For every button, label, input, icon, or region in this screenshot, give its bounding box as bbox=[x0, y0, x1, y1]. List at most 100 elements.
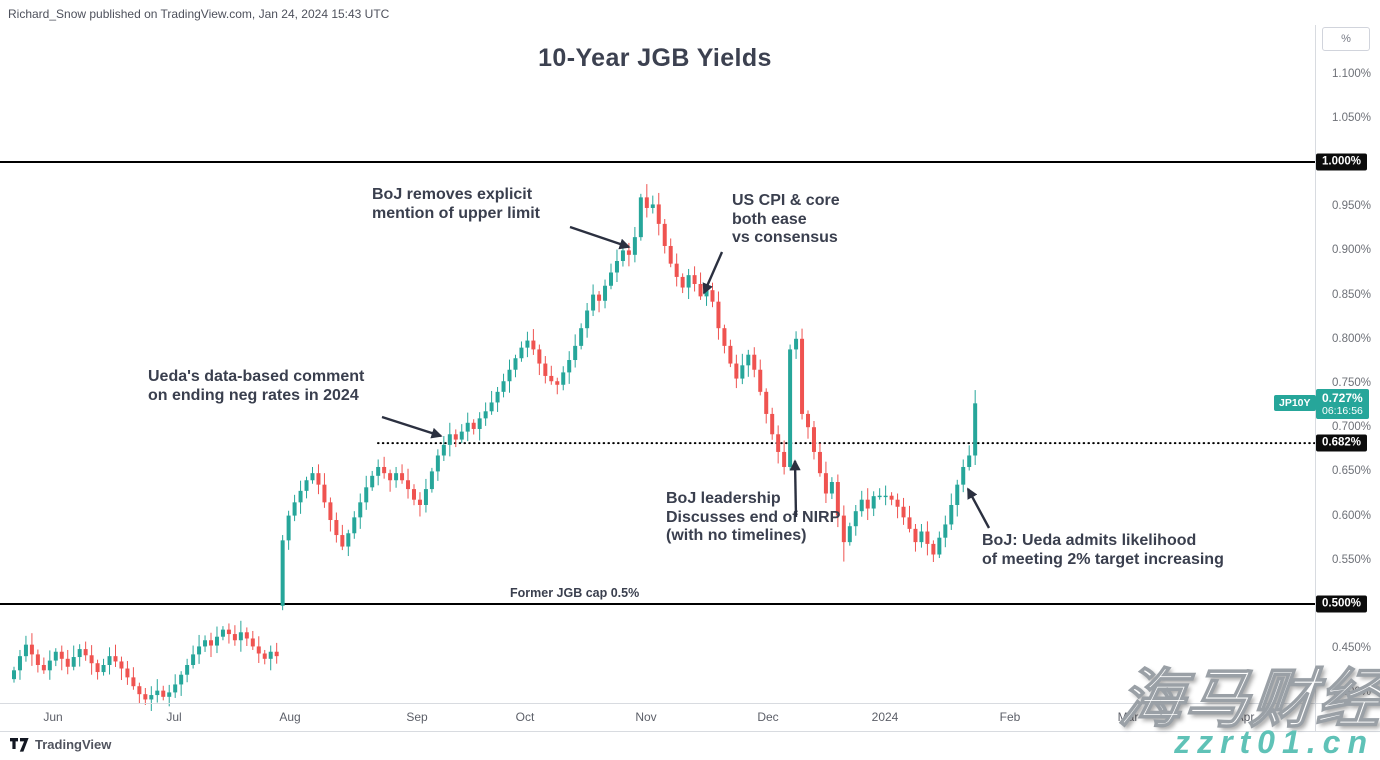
candle bbox=[316, 464, 321, 495]
annotation-us-cpi: US CPI & core both ease vs consensus bbox=[732, 192, 840, 246]
candle bbox=[716, 291, 721, 340]
candle bbox=[340, 524, 345, 551]
y-axis-tick-0.750%[interactable]: 0.750% bbox=[1332, 377, 1372, 389]
x-axis-label-mar[interactable]: Mar bbox=[1117, 710, 1139, 724]
x-axis-label-feb[interactable]: Feb bbox=[999, 710, 1021, 724]
candle bbox=[877, 488, 882, 500]
y-axis-tick-0.550%[interactable]: 0.550% bbox=[1332, 553, 1372, 566]
y-axis-tick-0.800%[interactable]: 0.800% bbox=[1332, 332, 1372, 345]
y-axis-tick-0.950%[interactable]: 0.950% bbox=[1332, 200, 1372, 213]
candle bbox=[71, 645, 76, 671]
candle bbox=[835, 474, 840, 528]
annotation-ueda-2pct: BoJ: Ueda admits likelihood of meeting 2… bbox=[982, 532, 1224, 568]
x-axis-label-dec[interactable]: Dec bbox=[757, 710, 779, 724]
x-axis-label-apr[interactable]: Apr bbox=[1235, 710, 1255, 724]
candle bbox=[507, 359, 512, 393]
candle bbox=[155, 679, 160, 703]
candle bbox=[919, 523, 924, 548]
time-axis-border-top bbox=[0, 703, 1380, 704]
candle bbox=[29, 633, 34, 666]
x-axis-label-sep[interactable]: Sep bbox=[406, 710, 428, 724]
candle bbox=[543, 356, 548, 384]
candle bbox=[513, 354, 518, 378]
candle bbox=[310, 466, 315, 484]
candle bbox=[811, 421, 816, 460]
y-axis-tick-1.100%[interactable]: 1.100% bbox=[1332, 67, 1372, 80]
candle bbox=[334, 512, 339, 543]
candle bbox=[525, 331, 530, 358]
price-badge-1.000%: 1.000% bbox=[1316, 153, 1368, 171]
candle bbox=[865, 488, 870, 521]
candle bbox=[394, 466, 399, 488]
annotation-ueda-comment: Ueda's data-based comment on ending neg … bbox=[148, 368, 365, 404]
candle bbox=[764, 388, 769, 424]
candle bbox=[417, 492, 422, 517]
candle bbox=[579, 323, 584, 350]
candle bbox=[274, 642, 279, 664]
candle bbox=[668, 238, 673, 268]
y-axis-tick-0.850%[interactable]: 0.850% bbox=[1332, 288, 1372, 301]
candle bbox=[65, 649, 70, 675]
x-axis-label-jul[interactable]: Jul bbox=[166, 710, 182, 724]
candle bbox=[495, 386, 500, 412]
x-axis-label-nov[interactable]: Nov bbox=[635, 710, 657, 724]
candle bbox=[262, 649, 267, 665]
candle bbox=[77, 644, 82, 667]
y-axis-tick-0.900%[interactable]: 0.900% bbox=[1332, 244, 1372, 257]
candle bbox=[829, 477, 834, 500]
x-axis-label-aug[interactable]: Aug bbox=[279, 710, 301, 724]
candle bbox=[53, 648, 58, 667]
candle bbox=[937, 531, 942, 559]
candle bbox=[561, 366, 566, 391]
y-axis-tick-0.700%[interactable]: 0.700% bbox=[1332, 421, 1372, 434]
candle bbox=[746, 349, 751, 377]
x-axis-label-jun[interactable]: Jun bbox=[43, 710, 63, 724]
candle bbox=[453, 429, 458, 448]
candle bbox=[758, 359, 763, 396]
candle bbox=[477, 412, 482, 441]
y-axis-tick-0.400%[interactable]: 0.400% bbox=[1332, 686, 1372, 699]
candle bbox=[973, 390, 978, 465]
candle bbox=[567, 351, 572, 384]
x-axis-label-2024[interactable]: 2024 bbox=[871, 710, 899, 724]
candle bbox=[955, 479, 960, 517]
candle bbox=[806, 410, 811, 439]
candle bbox=[406, 468, 411, 499]
candle bbox=[931, 540, 936, 563]
tradingview-footer[interactable]: TradingView bbox=[10, 737, 111, 752]
candle bbox=[280, 535, 285, 611]
candle bbox=[585, 302, 590, 338]
candle bbox=[841, 505, 846, 562]
candle bbox=[185, 658, 190, 683]
candle bbox=[591, 284, 596, 317]
candle bbox=[423, 478, 428, 513]
y-axis-tick-1.050%[interactable]: 1.050% bbox=[1332, 111, 1372, 124]
candle bbox=[388, 469, 393, 492]
x-axis-label-oct[interactable]: Oct bbox=[515, 710, 535, 724]
tradingview-logo-text: TradingView bbox=[35, 737, 112, 752]
y-axis-tick-0.650%[interactable]: 0.650% bbox=[1332, 465, 1372, 478]
y-axis-tick-0.450%[interactable]: 0.450% bbox=[1332, 642, 1372, 655]
candle bbox=[167, 684, 172, 707]
candle bbox=[823, 461, 828, 504]
candle bbox=[722, 324, 727, 354]
candle bbox=[853, 504, 858, 536]
arrow-boj-upper-limit bbox=[569, 225, 631, 250]
arrow-ueda-2pct bbox=[966, 487, 991, 529]
candle bbox=[101, 658, 106, 676]
percent-unit-button[interactable]: % bbox=[1322, 27, 1370, 51]
candle bbox=[12, 666, 16, 683]
candle bbox=[143, 687, 148, 705]
candle bbox=[209, 632, 214, 658]
y-axis-tick-0.600%[interactable]: 0.600% bbox=[1332, 509, 1372, 522]
candle bbox=[232, 625, 237, 646]
candle bbox=[292, 494, 297, 522]
candle bbox=[650, 195, 655, 214]
candle bbox=[435, 449, 440, 481]
candle bbox=[179, 671, 184, 696]
candle bbox=[220, 626, 225, 641]
candle bbox=[662, 219, 667, 254]
candle bbox=[358, 493, 363, 529]
